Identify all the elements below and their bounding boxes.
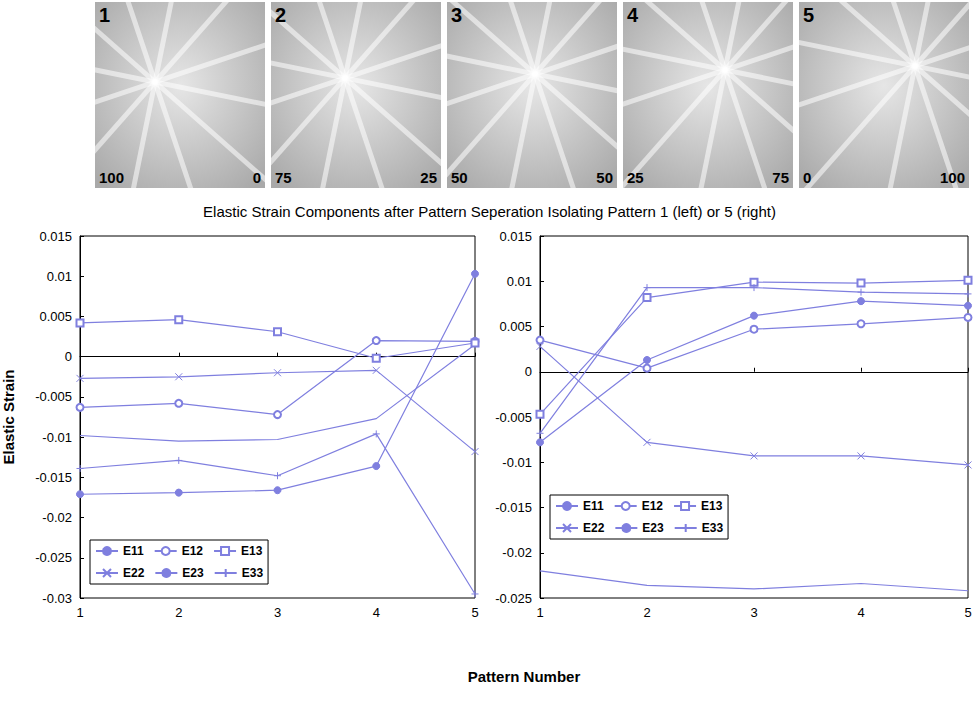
svg-text:E22: E22 (123, 566, 145, 580)
svg-text:0: 0 (525, 364, 532, 379)
html-text:75: 75 (772, 169, 789, 186)
html-text:75: 75 (275, 169, 292, 186)
svg-text:-0.01: -0.01 (42, 430, 72, 445)
svg-text:E13: E13 (241, 544, 263, 558)
svg-text:1: 1 (76, 605, 83, 620)
svg-text:-0.03: -0.03 (42, 591, 72, 606)
svg-text:E12: E12 (182, 544, 204, 558)
svg-text:-0.02: -0.02 (502, 545, 532, 560)
html-text:3: 3 (451, 4, 463, 26)
svg-text:E11: E11 (123, 544, 144, 558)
html-text:0: 0 (803, 169, 812, 186)
svg-text:E12: E12 (642, 499, 664, 513)
html-text:25: 25 (627, 169, 644, 186)
html-text:50: 50 (596, 169, 613, 186)
svg-text:E22: E22 (583, 521, 605, 535)
svg-text:-0.01: -0.01 (502, 455, 532, 470)
html-text:1: 1 (99, 4, 111, 26)
svg-text:-0.015: -0.015 (35, 470, 72, 485)
svg-text:3: 3 (750, 605, 757, 620)
svg-text:2: 2 (643, 605, 650, 620)
svg-text:E23: E23 (182, 566, 204, 580)
svg-text:4: 4 (373, 605, 380, 620)
html-text:50: 50 (451, 169, 468, 186)
svg-text:-0.02: -0.02 (42, 510, 72, 525)
svg-text:1: 1 (536, 605, 543, 620)
html-text:4: 4 (627, 4, 639, 26)
svg-text:E13: E13 (701, 499, 723, 513)
svg-text:-0.025: -0.025 (495, 591, 532, 606)
html-text:100: 100 (940, 169, 965, 186)
svg-text:5: 5 (471, 605, 478, 620)
svg-text:2: 2 (175, 605, 182, 620)
svg-text:E33: E33 (242, 566, 264, 580)
html-text:100: 100 (99, 169, 124, 186)
svg-text:E11: E11 (583, 499, 604, 513)
svg-text:0.01: 0.01 (47, 269, 72, 284)
svg-text:E23: E23 (642, 521, 664, 535)
svg-text:0.005: 0.005 (39, 309, 72, 324)
svg-text:0.01: 0.01 (507, 274, 532, 289)
svg-text:0.015: 0.015 (39, 229, 72, 244)
svg-text:0: 0 (65, 349, 72, 364)
svg-text:4: 4 (857, 605, 864, 620)
html-text:25: 25 (420, 169, 437, 186)
html-text:5: 5 (803, 4, 815, 26)
svg-text:-0.005: -0.005 (35, 389, 72, 404)
svg-text:Elastic Strain: Elastic Strain (0, 369, 17, 464)
svg-text:0.015: 0.015 (499, 229, 532, 244)
svg-text:0.005: 0.005 (499, 319, 532, 334)
svg-text:-0.025: -0.025 (35, 550, 72, 565)
svg-text:E33: E33 (702, 521, 724, 535)
html-text:Elastic Strain Components afte: Elastic Strain Components after Pattern … (203, 203, 776, 220)
svg-text:3: 3 (274, 605, 281, 620)
html-text:Pattern Number: Pattern Number (467, 668, 581, 685)
html-text:2: 2 (275, 4, 287, 26)
html-text:0: 0 (252, 169, 261, 186)
svg-text:-0.015: -0.015 (495, 500, 532, 515)
svg-text:-0.005: -0.005 (495, 410, 532, 425)
svg-text:5: 5 (964, 605, 971, 620)
